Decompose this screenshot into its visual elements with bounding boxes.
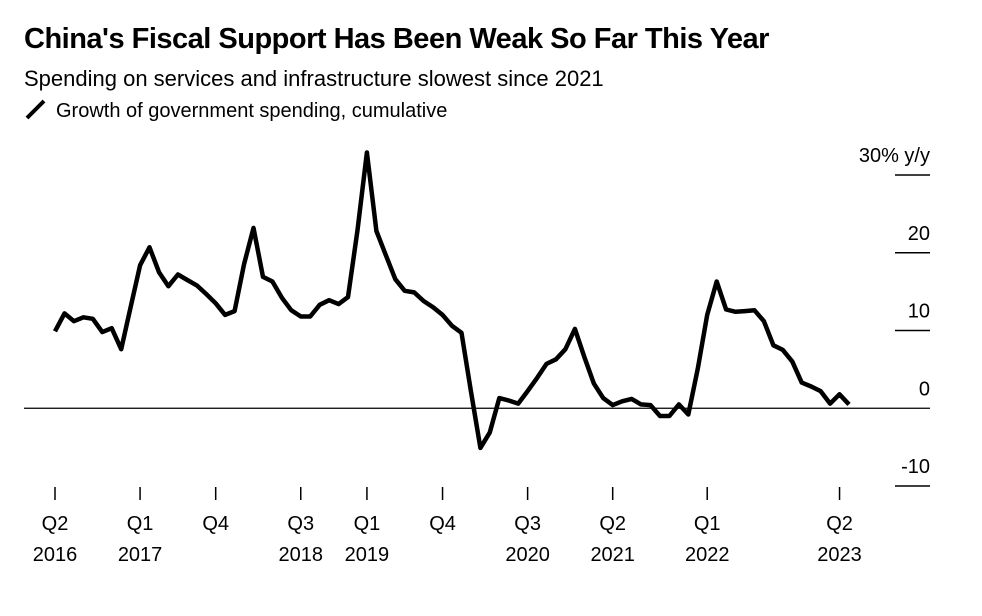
x-tick-label: Q3 2020 xyxy=(505,513,550,566)
chart-subtitle: Spending on services and infrastructure … xyxy=(24,66,604,91)
chart-title: China's Fiscal Support Has Been Weak So … xyxy=(24,23,769,55)
x-tick-label: Q1 2022 xyxy=(685,513,730,566)
x-tick-label: Q4 xyxy=(429,513,456,535)
x-tick-label: Q1 2017 xyxy=(118,513,163,566)
y-tick-label: 30% y/y xyxy=(859,145,930,167)
legend-swatch xyxy=(25,99,46,120)
x-tick-label: Q3 2018 xyxy=(279,513,324,566)
legend-label: Growth of government spending, cumulativ… xyxy=(56,100,447,122)
y-tick-label: -10 xyxy=(901,456,930,478)
y-tick-label: 10 xyxy=(908,301,930,323)
y-tick-label: 20 xyxy=(908,223,930,245)
x-tick-label: Q2 2016 xyxy=(33,513,78,566)
y-tick-label: 0 xyxy=(919,378,930,400)
data-line xyxy=(53,150,851,451)
x-tick-label: Q2 2023 xyxy=(817,513,862,566)
x-tick-label: Q1 2019 xyxy=(345,513,390,566)
x-tick-label: Q2 2021 xyxy=(590,513,635,566)
x-tick-label: Q4 xyxy=(202,513,229,535)
